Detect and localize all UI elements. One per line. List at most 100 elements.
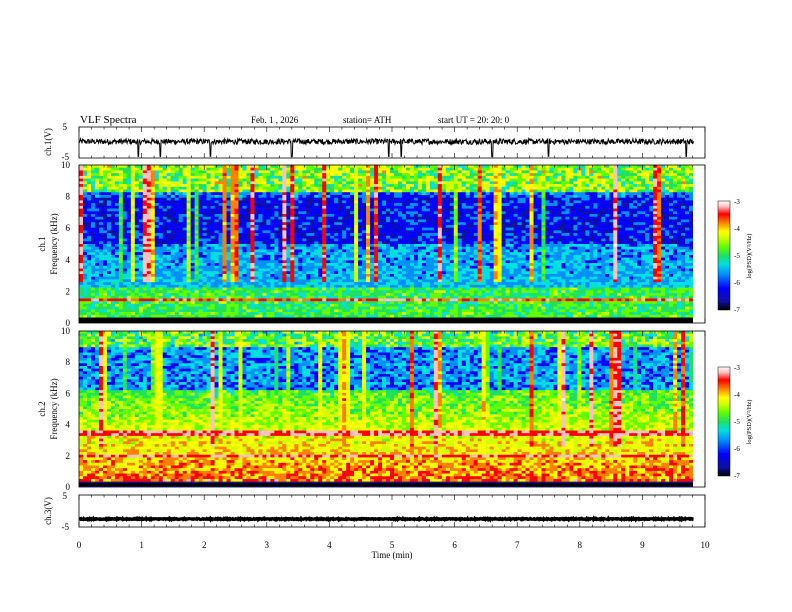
spectrogram-cell bbox=[290, 233, 294, 236]
spectrogram-cell bbox=[645, 200, 649, 203]
spectrogram-cell bbox=[526, 239, 530, 242]
spectrogram-cell bbox=[211, 184, 215, 187]
spectrogram-cell bbox=[422, 200, 426, 203]
spectrogram-cell bbox=[394, 222, 398, 225]
spectrogram-cell bbox=[426, 217, 430, 220]
spectrogram-cell bbox=[219, 176, 223, 179]
spectrogram-cell bbox=[79, 214, 83, 217]
spectrogram-cell bbox=[541, 214, 545, 217]
spectrogram-cell bbox=[87, 239, 91, 242]
spectrogram-cell bbox=[346, 222, 350, 225]
spectrogram-cell bbox=[633, 179, 637, 182]
spectrogram-cell bbox=[398, 214, 402, 217]
spectrogram-cell bbox=[215, 239, 219, 242]
spectrogram-cell bbox=[155, 168, 159, 171]
spectrogram-cell bbox=[490, 214, 494, 217]
spectrogram-cell bbox=[322, 170, 326, 173]
spectrogram-cell bbox=[541, 241, 545, 244]
spectrogram-cell bbox=[649, 209, 653, 212]
spectrogram-cell bbox=[394, 244, 398, 247]
spectrogram-cell bbox=[246, 249, 250, 252]
spectrogram-cell bbox=[171, 170, 175, 173]
spectrogram-cell bbox=[358, 165, 362, 168]
spectrogram-cell bbox=[175, 244, 179, 247]
spectrogram-cell bbox=[394, 219, 398, 222]
spectrogram-cell bbox=[207, 244, 211, 247]
spectrogram-cell bbox=[689, 187, 693, 190]
spectrogram-cell bbox=[87, 173, 91, 176]
spectrogram-cell bbox=[494, 225, 498, 228]
spectrogram-cell bbox=[119, 236, 123, 239]
spectrogram-cell bbox=[322, 190, 326, 193]
spectrogram-cell bbox=[478, 176, 482, 179]
spectrogram-cell bbox=[577, 249, 581, 252]
spectrogram-cell bbox=[302, 176, 306, 179]
spectrogram-cell bbox=[426, 209, 430, 212]
spectrogram-cell bbox=[127, 179, 131, 182]
spectrogram-cell bbox=[657, 228, 661, 231]
spectrogram-cell bbox=[597, 181, 601, 184]
spectrogram-cell bbox=[561, 176, 565, 179]
spectrogram-cell bbox=[561, 192, 565, 195]
spectrogram-cell bbox=[119, 228, 123, 231]
spectrogram-cell bbox=[123, 230, 127, 233]
spectrogram-cell bbox=[466, 190, 470, 193]
spectrogram-cell bbox=[79, 241, 83, 244]
spectrogram-cell bbox=[238, 233, 242, 236]
spectrogram-cell bbox=[231, 214, 235, 217]
spectrogram-cell bbox=[418, 184, 422, 187]
spectrogram-cell bbox=[593, 233, 597, 236]
spectrogram-cell bbox=[565, 211, 569, 214]
spectrogram-cell bbox=[466, 219, 470, 222]
spectrogram-cell bbox=[91, 222, 95, 225]
spectrogram-cell bbox=[450, 217, 454, 220]
spectrogram-cell bbox=[454, 247, 458, 250]
spectrogram-cell bbox=[378, 214, 382, 217]
spectrogram-cell bbox=[203, 181, 207, 184]
spectrogram-cell bbox=[665, 184, 669, 187]
spectrogram-cell bbox=[187, 176, 191, 179]
spectrogram-cell bbox=[418, 233, 422, 236]
spectrogram-cell bbox=[195, 230, 199, 233]
spectrogram-cell bbox=[302, 173, 306, 176]
spectrogram-cell bbox=[549, 203, 553, 206]
spectrogram-cell bbox=[538, 176, 542, 179]
spectrogram-cell bbox=[410, 230, 414, 233]
spectrogram-cell bbox=[342, 206, 346, 209]
spectrogram-cell bbox=[649, 241, 653, 244]
spectrogram-cell bbox=[354, 219, 358, 222]
spectrogram-cell bbox=[434, 192, 438, 195]
spectrogram-cell bbox=[466, 249, 470, 252]
spectrogram-cell bbox=[231, 179, 235, 182]
spectrogram-cell bbox=[541, 200, 545, 203]
spectrogram-cell bbox=[370, 241, 374, 244]
spectrogram-cell bbox=[338, 195, 342, 198]
spectrogram-cell bbox=[234, 244, 238, 247]
spectrogram-cell bbox=[402, 198, 406, 201]
spectrogram-cell bbox=[254, 198, 258, 201]
spectrogram-cell bbox=[238, 165, 242, 168]
spectrogram-cell bbox=[462, 190, 466, 193]
spectrogram-cell bbox=[143, 165, 147, 168]
spectrogram-cell bbox=[518, 211, 522, 214]
spectrogram-cell bbox=[91, 230, 95, 233]
spectrogram-cell bbox=[605, 206, 609, 209]
spectrogram-cell bbox=[669, 217, 673, 220]
spectrogram-cell bbox=[673, 195, 677, 198]
spectrogram-cell bbox=[346, 211, 350, 214]
spectrogram-cell bbox=[633, 173, 637, 176]
spectrogram-cell bbox=[426, 211, 430, 214]
spectrogram-cell bbox=[79, 239, 83, 242]
spectrogram-cell bbox=[629, 179, 633, 182]
spectrogram-cell bbox=[597, 241, 601, 244]
spectrogram-cell bbox=[549, 222, 553, 225]
spectrogram-cell bbox=[270, 222, 274, 225]
spectrogram-cell bbox=[402, 206, 406, 209]
spectrogram-cell bbox=[514, 239, 518, 242]
spectrogram-cell bbox=[673, 179, 677, 182]
spectrogram-cell bbox=[378, 168, 382, 171]
spectrogram-cell bbox=[565, 219, 569, 222]
spectrogram-cell bbox=[127, 206, 131, 209]
spectrogram-cell bbox=[219, 239, 223, 242]
spectrogram-cell bbox=[462, 184, 466, 187]
